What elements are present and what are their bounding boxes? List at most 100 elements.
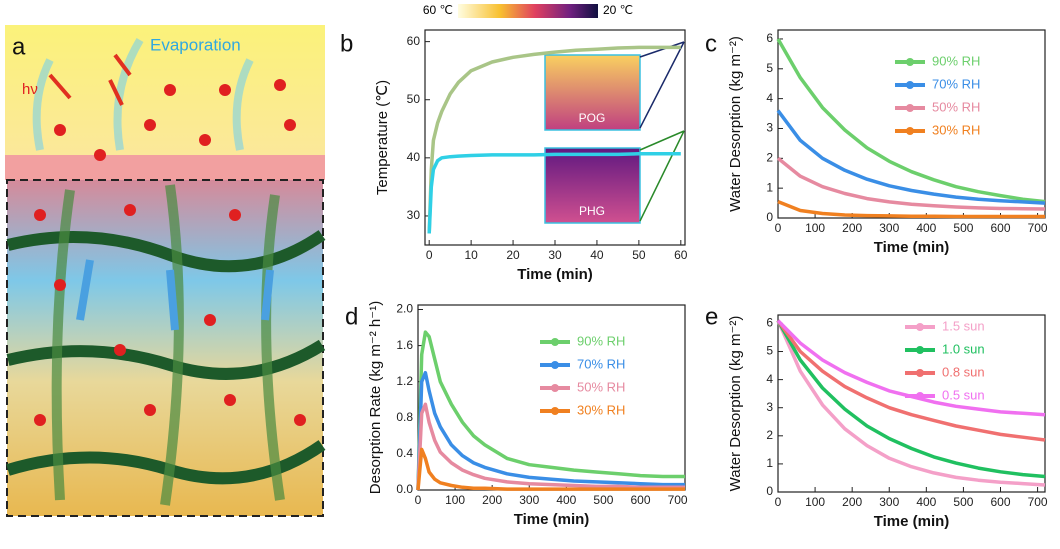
colorbar-label: 20 ℃ [603, 3, 633, 17]
panel-label: b [340, 30, 353, 57]
x-tick-label: 700 [1028, 221, 1048, 235]
x-tick-label: 400 [556, 493, 576, 507]
vapor [32, 37, 254, 151]
y-tick-label: 6 [766, 31, 773, 45]
y-tick-label: 1.6 [396, 338, 413, 352]
y-tick-label: 6 [766, 316, 773, 330]
legend-marker [551, 407, 559, 415]
x-tick-label: 10 [464, 248, 478, 262]
x-axis-title: Time (min) [514, 511, 590, 528]
y-tick-label: 0 [766, 210, 773, 224]
panel-label: c [705, 30, 717, 57]
legend-label: 50% RH [932, 99, 980, 114]
y-axis-title: Desorption Rate (kg m⁻² h⁻¹) [367, 301, 384, 494]
illustration: a hν Evaporation [5, 25, 326, 517]
x-tick-label: 300 [879, 221, 899, 235]
series-line [427, 152, 681, 234]
light-arrow [48, 53, 132, 106]
legend-marker [906, 127, 914, 135]
legend-label: 1.5 sun [942, 318, 985, 333]
legend-label: 90% RH [577, 333, 625, 348]
x-tick-label: 600 [990, 221, 1010, 235]
series-line [776, 319, 1046, 442]
y-tick-label: 5 [766, 344, 773, 358]
x-tick-label: 700 [1028, 495, 1048, 509]
plot-frame [777, 29, 1046, 219]
x-tick-label: 700 [668, 493, 688, 507]
series-line [416, 330, 685, 491]
x-tick-label: 200 [482, 493, 502, 507]
inset-pointer [639, 41, 685, 58]
molecules [34, 79, 306, 426]
y-tick-label: 40 [407, 150, 421, 164]
series-line [777, 199, 1045, 219]
y-tick-label: 5 [766, 61, 773, 75]
x-tick-label: 30 [548, 248, 562, 262]
series-line [776, 156, 1046, 211]
legend-marker [551, 361, 559, 369]
x-axis-title: Time (min) [874, 513, 950, 530]
x-tick-label: 200 [842, 221, 862, 235]
y-tick-label: 0 [766, 484, 773, 498]
legend-marker [916, 369, 924, 377]
series-line [776, 319, 1046, 479]
x-tick-label: 0 [775, 221, 782, 235]
x-tick-label: 60 [674, 248, 688, 262]
legend-marker [906, 104, 914, 112]
legend-label: 1.0 sun [942, 341, 985, 356]
legend-label: 0.8 sun [942, 364, 985, 379]
series-line [776, 109, 1046, 205]
y-axis-title: Temperature (℃) [374, 80, 391, 195]
x-tick-label: 500 [953, 495, 973, 509]
flow-arrow [76, 259, 274, 331]
y-axis-title: Water Desorption (kg m⁻²) [727, 36, 744, 212]
series-line [776, 319, 1046, 487]
y-tick-label: 4 [766, 91, 773, 105]
x-tick-label: 600 [630, 493, 650, 507]
inset-pointer [639, 41, 685, 129]
light-label: hν [22, 81, 38, 98]
x-tick-label: 400 [916, 221, 936, 235]
legend-label: 30% RH [577, 402, 625, 417]
inset-label: POG [579, 111, 606, 125]
inset-pointer [639, 130, 685, 151]
y-tick-label: 3 [766, 121, 773, 135]
legend-label: 0.5 sun [942, 387, 985, 402]
series-line [776, 38, 1046, 204]
fiber [160, 184, 184, 506]
legend-marker [916, 392, 924, 400]
x-tick-label: 500 [953, 221, 973, 235]
x-tick-label: 300 [519, 493, 539, 507]
evaporation-label: Evaporation [150, 35, 241, 54]
y-axis-title: Water Desorption (kg m⁻²) [727, 316, 744, 492]
inset-label: PHG [579, 204, 605, 218]
legend-label: 70% RH [577, 356, 625, 371]
x-tick-label: 100 [445, 493, 465, 507]
fiber [6, 230, 326, 273]
colorbar [458, 4, 598, 18]
y-tick-label: 3 [766, 400, 773, 414]
legend-label: 50% RH [577, 379, 625, 394]
x-axis-title: Time (min) [874, 239, 950, 256]
series-line [416, 370, 685, 491]
series-line [416, 447, 685, 491]
legend-marker [551, 338, 559, 346]
panel-label: d [345, 303, 358, 330]
x-tick-label: 100 [805, 221, 825, 235]
legend-label: 90% RH [932, 53, 980, 68]
y-tick-label: 60 [407, 34, 421, 48]
plot-frame [417, 304, 686, 491]
legend-marker [916, 346, 924, 354]
y-tick-label: 0.0 [396, 482, 413, 496]
x-tick-label: 600 [990, 495, 1010, 509]
series-line [416, 402, 685, 491]
series-line [427, 45, 681, 234]
y-tick-label: 50 [407, 92, 421, 106]
x-tick-label: 200 [842, 495, 862, 509]
thermal-inset [544, 147, 641, 224]
y-tick-label: 0.4 [396, 446, 413, 460]
x-tick-label: 400 [916, 495, 936, 509]
x-tick-label: 100 [805, 495, 825, 509]
panel-label: e [705, 303, 718, 330]
